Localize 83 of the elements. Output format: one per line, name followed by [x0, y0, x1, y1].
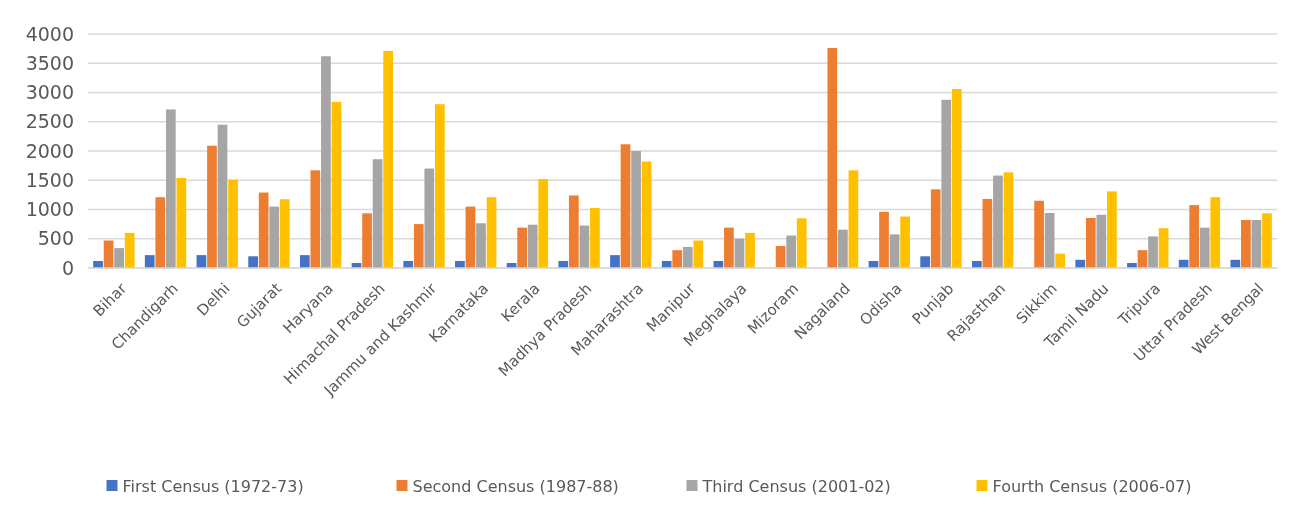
legend-label: First Census (1972-73) [122, 477, 304, 496]
bar [879, 211, 889, 268]
bar [321, 56, 331, 268]
bar [331, 101, 342, 268]
bar [383, 50, 393, 268]
bar [796, 218, 807, 268]
bar [1262, 213, 1272, 268]
bar [517, 227, 527, 268]
bar [610, 255, 620, 268]
bar [1085, 217, 1096, 268]
bar [486, 197, 497, 268]
bar [900, 216, 910, 268]
bar [838, 229, 848, 268]
legend-label: Third Census (2001-02) [701, 477, 891, 496]
y-tick-label: 1000 [25, 198, 74, 221]
bar [1044, 213, 1055, 268]
bar [165, 109, 176, 268]
bar [1003, 172, 1014, 268]
bar [745, 232, 755, 268]
bar [1055, 253, 1066, 268]
bar [848, 170, 859, 268]
bar [620, 144, 631, 268]
bar [993, 175, 1003, 268]
bar [258, 192, 269, 268]
bar [207, 145, 217, 268]
bar [144, 255, 155, 268]
bar [672, 250, 683, 268]
bar [465, 206, 476, 268]
bar [1034, 200, 1044, 268]
y-tick-label: 500 [37, 227, 74, 250]
bar [424, 168, 435, 268]
y-tick-label: 0 [61, 256, 74, 279]
bar [1210, 197, 1221, 268]
bar [372, 159, 383, 268]
bar [1189, 205, 1200, 268]
bar [951, 88, 962, 268]
bar [228, 179, 238, 268]
y-tick-label: 3500 [25, 51, 74, 74]
y-tick-label: 3000 [25, 81, 74, 104]
bar [889, 234, 900, 268]
y-tick-label: 4000 [25, 22, 74, 45]
y-tick-label: 2000 [25, 139, 74, 162]
bar [682, 246, 693, 268]
bar [413, 224, 424, 268]
bar [1241, 220, 1251, 268]
bar [920, 256, 931, 268]
bar [724, 227, 734, 268]
bar [434, 104, 445, 268]
legend-label: Fourth Census (2006-07) [992, 477, 1192, 496]
bar [124, 232, 135, 268]
bar [930, 189, 941, 268]
bar [827, 48, 838, 268]
legend-label: Second Census (1987-88) [412, 477, 619, 496]
bar [941, 99, 952, 268]
bar [362, 213, 372, 268]
bar [579, 225, 590, 268]
bar [299, 255, 310, 268]
bar [269, 206, 280, 268]
bar [176, 177, 187, 268]
y-tick-label: 1500 [25, 168, 74, 191]
bar [1251, 220, 1262, 268]
bar [631, 151, 641, 268]
bar [1096, 214, 1107, 268]
bar [538, 179, 549, 268]
bar [310, 170, 321, 268]
bar [155, 197, 166, 268]
bar [1199, 227, 1210, 268]
bar [527, 224, 538, 268]
bar [476, 223, 486, 268]
bar [568, 195, 579, 268]
bar [786, 235, 797, 268]
bar [1158, 228, 1169, 268]
bar [641, 161, 652, 268]
bar [1107, 191, 1117, 268]
bar [279, 199, 290, 268]
bar [248, 256, 258, 268]
bar [114, 248, 124, 268]
bar [1148, 236, 1158, 268]
bar [590, 208, 600, 268]
y-tick-label: 2500 [25, 110, 74, 133]
bar [693, 240, 704, 268]
bar [982, 198, 993, 268]
bar [217, 124, 228, 268]
